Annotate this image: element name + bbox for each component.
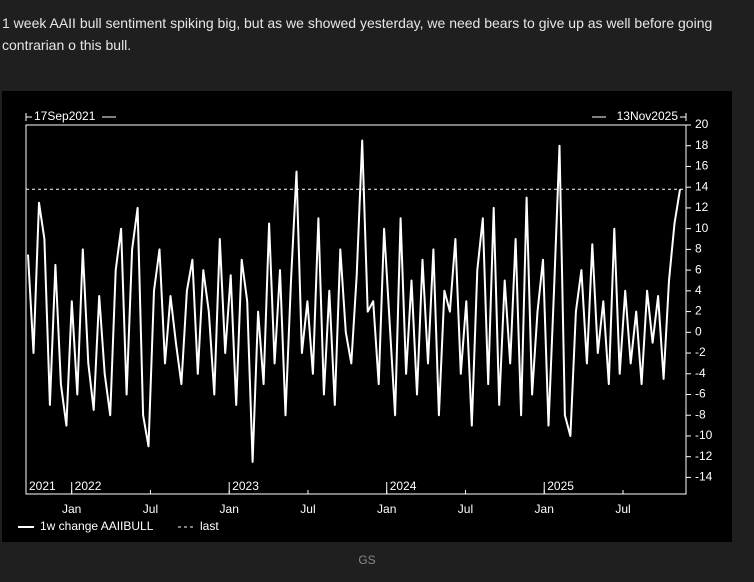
- end-label: 13Nov2025: [617, 109, 679, 123]
- year-label: 2022: [75, 479, 102, 493]
- y-tick-label: 8: [695, 242, 702, 256]
- year-label: 2024: [390, 479, 417, 493]
- y-tick-label: 20: [695, 117, 709, 131]
- x-tick-label: Jul: [300, 502, 315, 516]
- plot-frame: [25, 124, 687, 495]
- y-tick-label: -10: [695, 428, 713, 442]
- y-tick-label: -14: [695, 470, 713, 484]
- x-tick-label: Jan: [377, 502, 396, 516]
- legend-label: 1w change AAIIBULL: [40, 519, 154, 533]
- y-tick-label: -12: [695, 449, 713, 463]
- y-tick-label: 12: [695, 200, 709, 214]
- chart-image: 17Sep2021 13Nov2025 1w change AAIIBULL l…: [2, 91, 732, 547]
- post-text: 1 week AAII bull sentiment spiking big, …: [2, 15, 713, 53]
- y-tick-label: -2: [695, 345, 706, 359]
- y-tick-label: -8: [695, 407, 706, 421]
- y-tick-label: -4: [695, 366, 706, 380]
- y-tick-label: -6: [695, 387, 706, 401]
- y-tick-label: 18: [695, 138, 709, 152]
- y-tick-label: 10: [695, 221, 709, 235]
- x-tick-label: Jan: [62, 502, 81, 516]
- y-tick-label: 14: [695, 179, 709, 193]
- year-label: 2025: [547, 479, 574, 493]
- x-tick-label: Jul: [143, 502, 158, 516]
- legend-label: last: [200, 519, 219, 533]
- year-label: 2023: [232, 479, 259, 493]
- y-tick-label: 4: [695, 283, 702, 297]
- x-tick-label: Jul: [458, 502, 473, 516]
- data-line: [27, 139, 681, 463]
- source: GS: [358, 553, 376, 567]
- x-tick-label: Jul: [615, 502, 630, 516]
- chart: 17Sep2021 13Nov2025 1w change AAIIBULL l…: [2, 91, 732, 542]
- y-tick-label: 2: [695, 304, 702, 318]
- year-label: 2021: [29, 479, 56, 493]
- y-tick-label: 0: [695, 324, 702, 338]
- y-tick-label: 16: [695, 159, 709, 173]
- y-tick-label: 6: [695, 262, 702, 276]
- start-label: 17Sep2021: [34, 109, 96, 123]
- x-tick-label: Jan: [535, 502, 554, 516]
- x-tick-label: Jan: [220, 502, 239, 516]
